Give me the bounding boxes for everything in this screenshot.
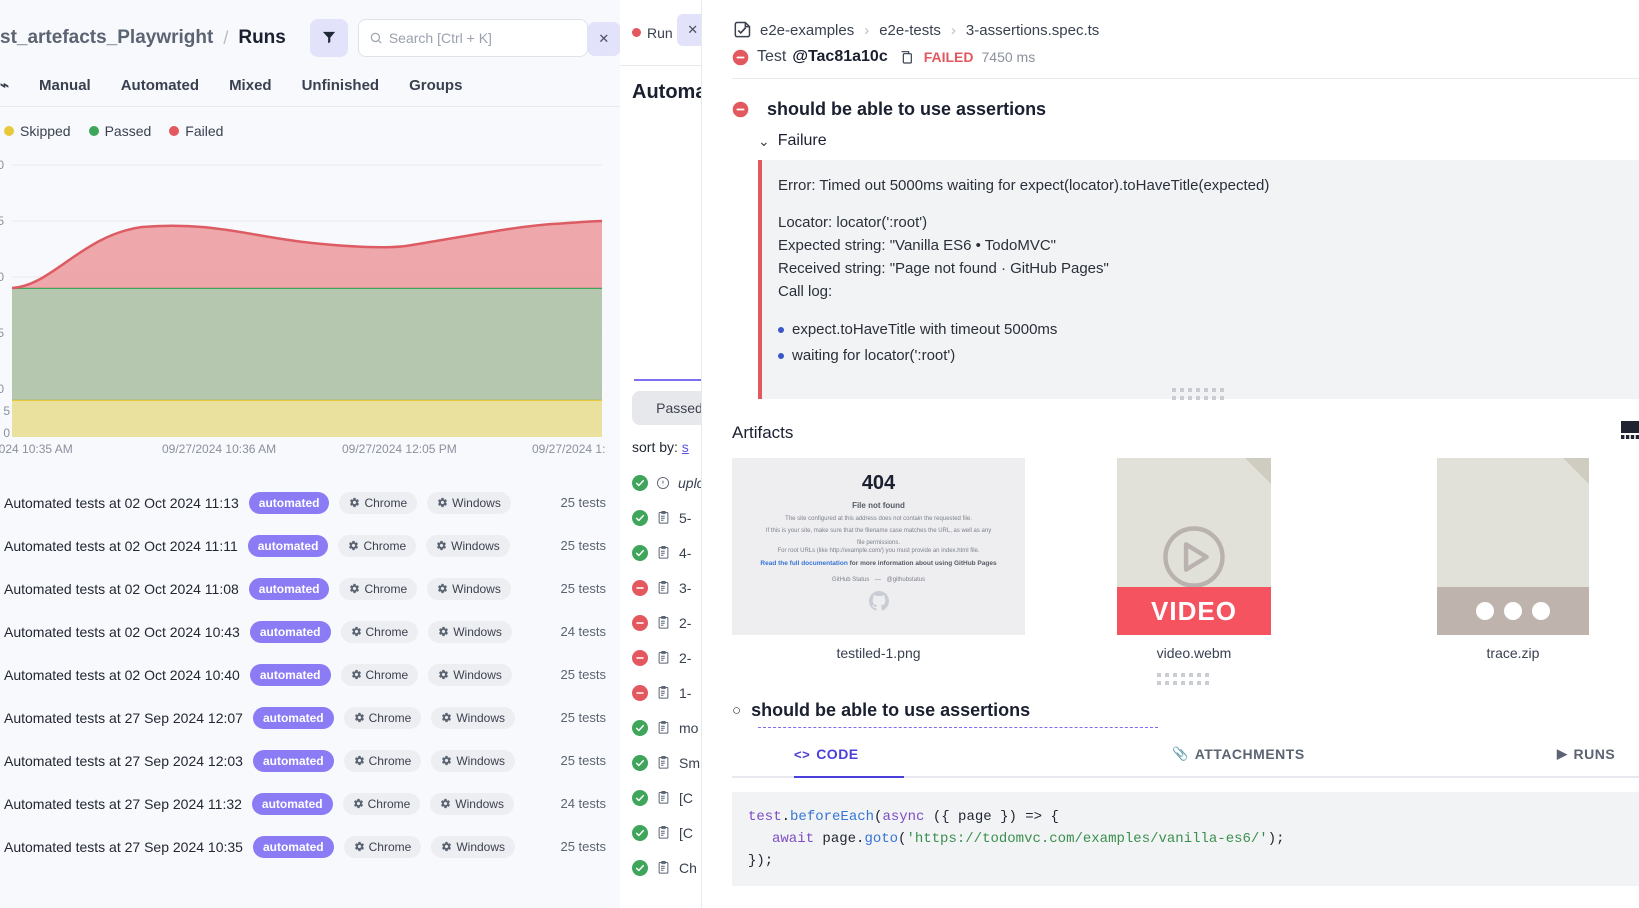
svg-text:10: 10 [0, 382, 4, 396]
svg-text:0: 0 [3, 426, 10, 440]
svg-text:25: 25 [0, 214, 4, 228]
svg-text:15: 15 [0, 326, 4, 340]
svg-text:20: 20 [0, 270, 4, 284]
svg-text:5: 5 [3, 404, 10, 418]
svg-text:30: 30 [0, 158, 4, 172]
